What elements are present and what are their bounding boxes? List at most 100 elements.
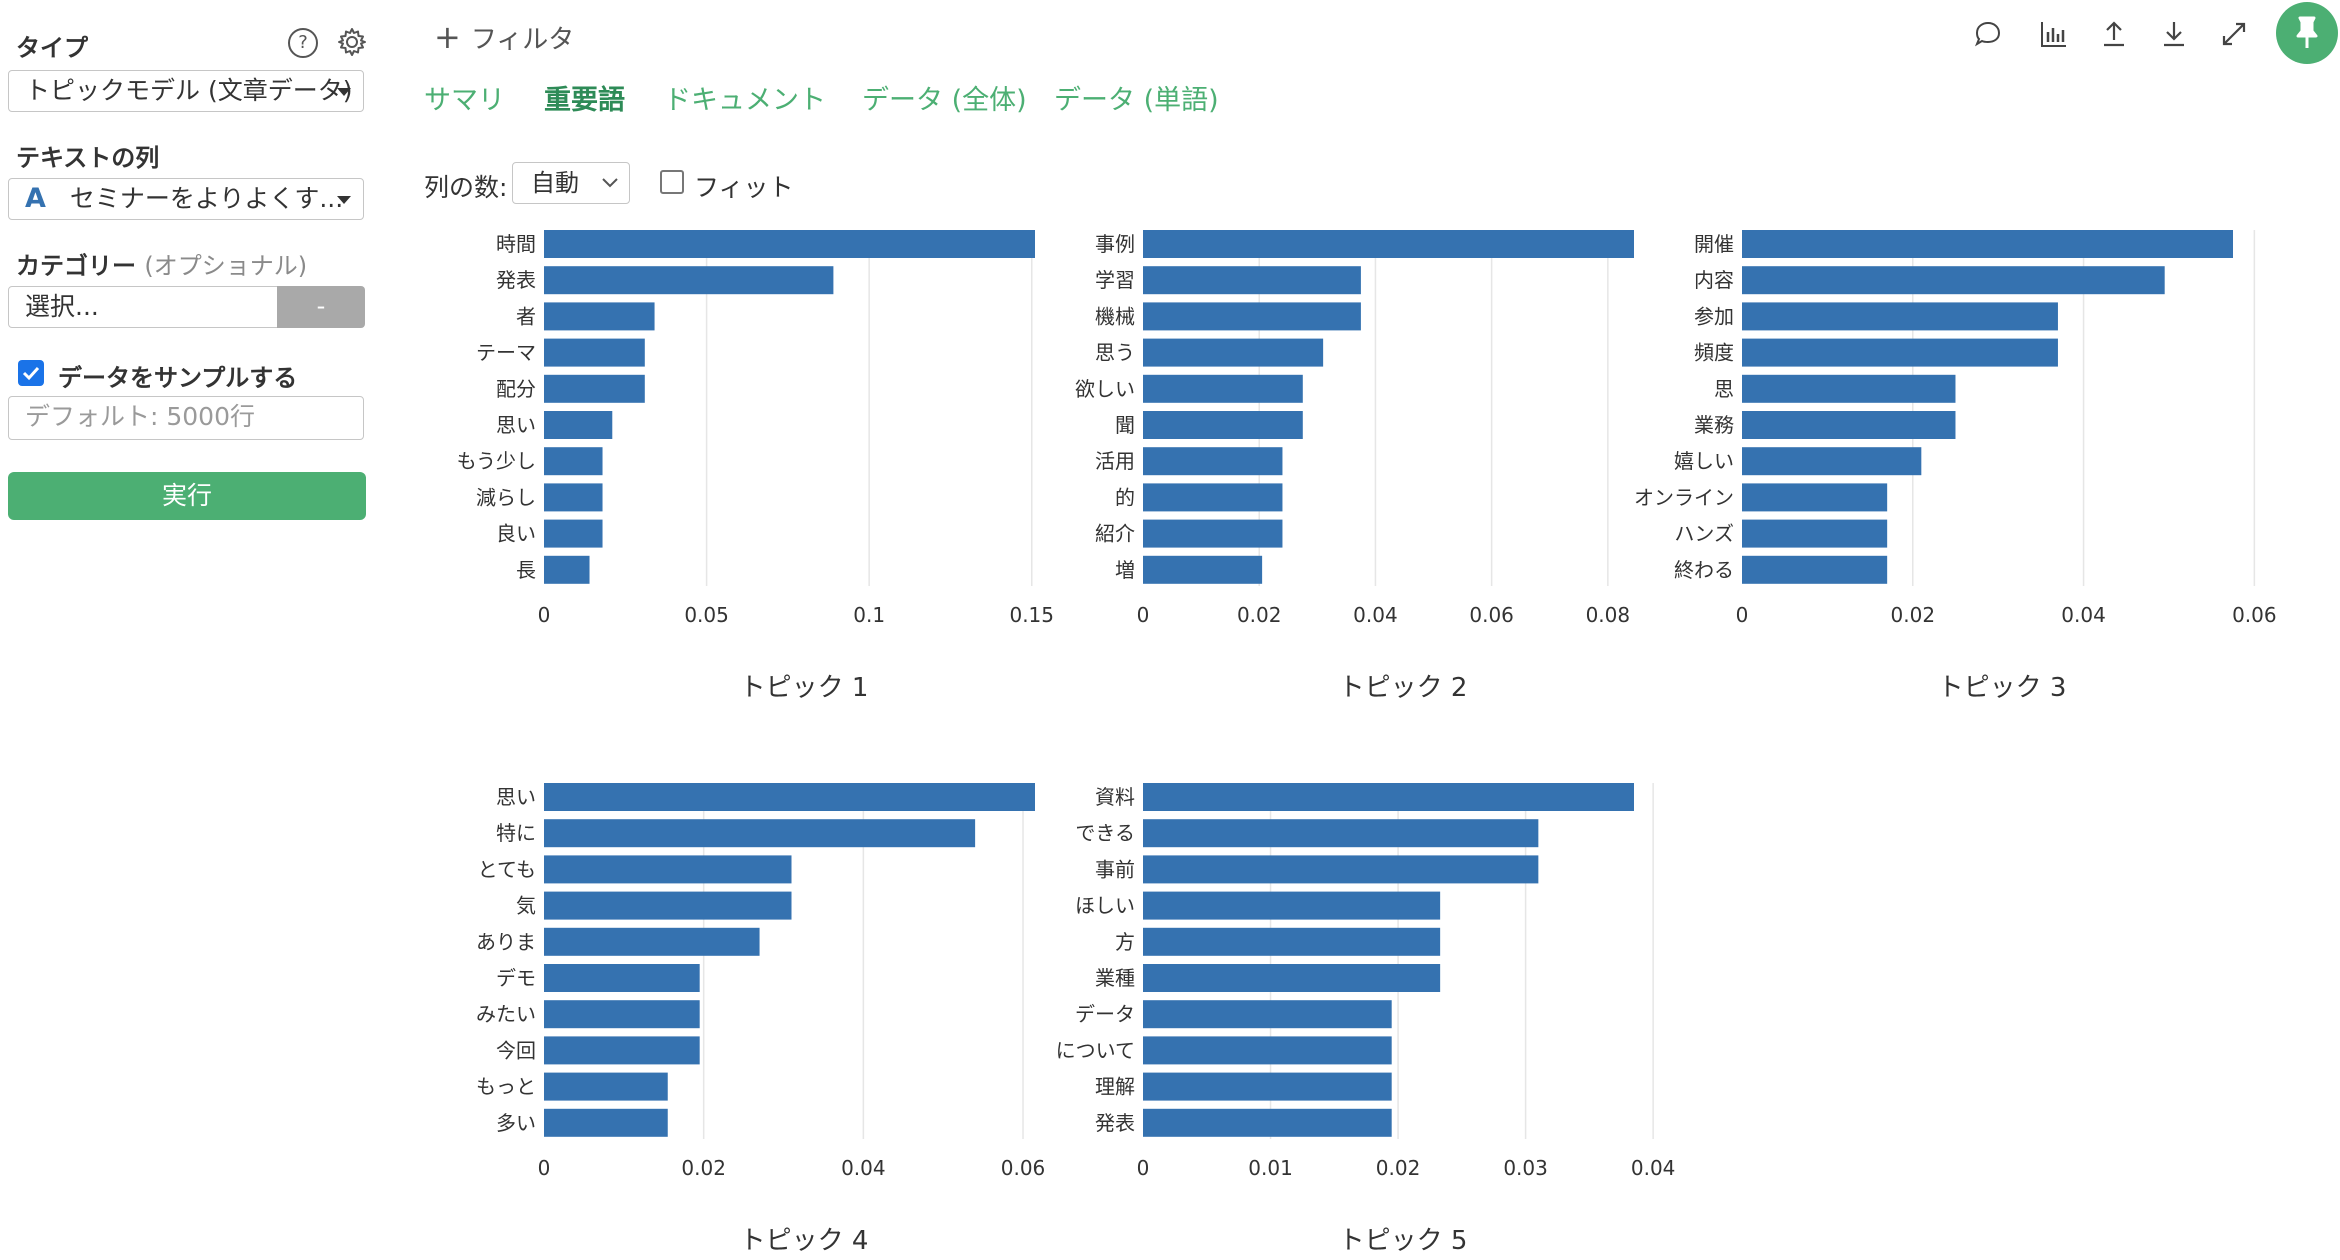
bar — [1143, 964, 1441, 992]
chart-title: トピック 3 — [1938, 673, 2067, 703]
category-label: 終わる — [1674, 558, 1734, 582]
category-label: 思い — [496, 785, 536, 809]
category-label: デモ — [496, 966, 536, 990]
category-select[interactable]: 選択... — [8, 286, 278, 328]
filter-label: フィルタ — [470, 25, 575, 55]
sample-size-input[interactable]: デフォルト: 5000行 — [8, 396, 364, 440]
upload-icon[interactable] — [2098, 18, 2130, 50]
category-label: 参加 — [1694, 304, 1734, 328]
x-tick-label: 0.05 — [684, 603, 729, 627]
category-label: データ — [1075, 1002, 1135, 1026]
bar — [1742, 555, 1888, 584]
x-tick-label: 0.06 — [1469, 603, 1514, 627]
bar — [544, 964, 700, 992]
x-tick-label: 0.02 — [681, 1156, 726, 1180]
chart-title: トピック 1 — [740, 673, 869, 703]
text-type-icon: A — [25, 183, 46, 214]
bar — [544, 447, 603, 476]
bar — [1742, 519, 1888, 548]
bar — [1143, 447, 1283, 476]
bar — [1143, 483, 1283, 512]
bar — [1742, 411, 1956, 439]
x-tick-label: 0.1 — [853, 603, 885, 627]
category-label: 特に — [496, 821, 536, 845]
tab-summary[interactable]: サマリ — [424, 85, 505, 116]
bar — [544, 891, 792, 920]
comment-icon[interactable] — [1972, 18, 2004, 50]
category-label: 頻度 — [1694, 341, 1734, 365]
bar — [1143, 855, 1539, 884]
category-label: 開催 — [1694, 232, 1734, 256]
tab-data-all[interactable]: データ (全体) — [862, 85, 1027, 116]
run-button[interactable]: 実行 — [8, 472, 366, 520]
bar — [544, 1036, 700, 1065]
text-column-select[interactable]: A セミナーをよりよくす... — [8, 178, 364, 220]
text-column-label: テキストの列 — [16, 144, 160, 172]
type-select-value: トピックモデル (文章データ) — [25, 76, 353, 105]
fit-checkbox[interactable] — [660, 170, 684, 194]
pin-button[interactable] — [2276, 2, 2338, 64]
category-label: 欲しい — [1075, 377, 1135, 401]
bar — [544, 1108, 668, 1137]
chart-icon[interactable] — [2038, 18, 2070, 50]
tab-keywords[interactable]: 重要語 — [544, 85, 625, 116]
category-label: 減らし — [476, 485, 536, 509]
filter-button[interactable]: + フィルタ — [434, 18, 574, 56]
sample-checkbox[interactable] — [18, 360, 44, 386]
bar — [544, 374, 645, 403]
x-tick-label: 0.06 — [2232, 603, 2277, 627]
category-label: 配分 — [496, 377, 536, 401]
bar — [544, 555, 590, 584]
bar — [1742, 338, 2058, 367]
bar — [1143, 783, 1634, 811]
bar — [1143, 1036, 1392, 1065]
fit-label: フィット — [694, 173, 794, 202]
download-icon[interactable] — [2158, 18, 2190, 50]
sample-label: データをサンプルする — [58, 364, 298, 392]
tab-documents[interactable]: ドキュメント — [664, 85, 826, 116]
category-label: 発表 — [1095, 1111, 1135, 1135]
x-tick-label: 0.04 — [1631, 1156, 1676, 1180]
category-clear-button[interactable]: - — [277, 286, 365, 328]
category-label: 思い — [496, 413, 536, 437]
type-select[interactable]: トピックモデル (文章データ) — [8, 70, 364, 112]
chevron-down-icon — [602, 178, 618, 188]
chevron-down-icon — [337, 88, 351, 96]
x-tick-label: 0.02 — [1237, 603, 1282, 627]
bar — [544, 266, 834, 295]
bar — [544, 855, 792, 884]
bar — [1143, 1000, 1392, 1029]
bar — [1742, 483, 1888, 512]
bar — [1143, 374, 1303, 403]
category-label: 理解 — [1095, 1075, 1135, 1099]
help-icon[interactable]: ? — [288, 28, 318, 58]
tab-data-words[interactable]: データ (単語) — [1054, 85, 1219, 116]
bar — [1742, 266, 2165, 295]
bar — [544, 819, 976, 848]
columns-select[interactable]: 自動 — [512, 162, 630, 204]
category-label: 発表 — [496, 268, 536, 292]
category-label: みたい — [476, 1002, 536, 1026]
bar — [1742, 230, 2233, 258]
expand-icon[interactable] — [2218, 18, 2250, 50]
checkmark-icon — [22, 366, 40, 381]
category-label: 長 — [516, 558, 536, 582]
gear-icon[interactable] — [336, 26, 368, 58]
category-label: ハンズ — [1674, 522, 1734, 546]
x-tick-label: 0.08 — [1586, 603, 1631, 627]
bar — [1143, 1072, 1392, 1101]
bar — [1143, 338, 1324, 367]
category-label: 資料 — [1095, 785, 1135, 809]
category-label: テーマ — [476, 341, 536, 365]
category-label: ありま — [476, 930, 536, 954]
x-tick-label: 0.03 — [1503, 1156, 1548, 1180]
category-label: できる — [1075, 821, 1135, 845]
pin-icon — [2296, 16, 2318, 48]
category-label: 時間 — [496, 232, 536, 256]
bar — [1742, 447, 1922, 476]
bar — [1143, 411, 1303, 439]
category-optional-text: (オプショナル) — [144, 252, 308, 280]
category-label: 事例 — [1095, 232, 1135, 256]
columns-select-value: 自動 — [531, 169, 579, 197]
